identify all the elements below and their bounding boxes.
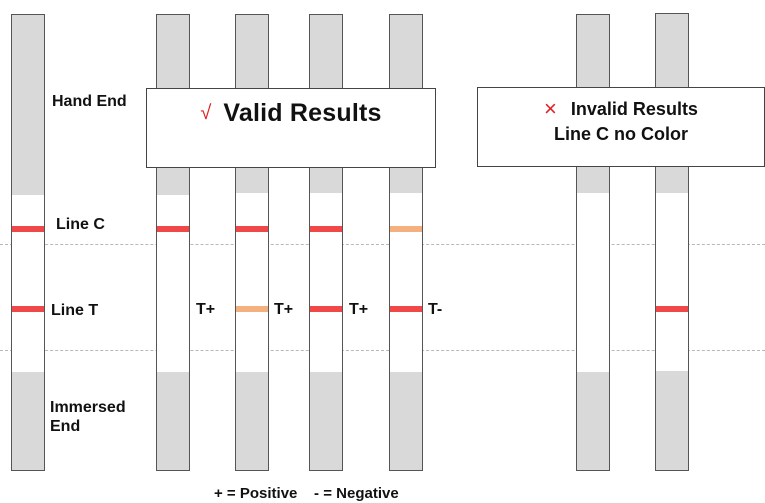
strip-valid-3-line-c — [310, 226, 342, 232]
strip-valid-2-line-t — [236, 306, 268, 312]
strip-invalid-2-window — [656, 193, 688, 371]
guide-line-c — [0, 244, 765, 245]
strip-reference-line-c — [12, 226, 44, 232]
cross-icon: × — [544, 96, 557, 121]
strip-valid-2-line-c — [236, 226, 268, 232]
legend-text: + = Positive - = Negative — [214, 485, 399, 502]
strip-valid-1-window — [157, 195, 189, 372]
strip-invalid-1-window — [577, 193, 609, 372]
result-label-3: T+ — [349, 301, 369, 318]
strip-valid-4-line-c — [390, 226, 422, 232]
line-c-label: Line C — [56, 216, 105, 233]
strip-valid-4-window — [390, 193, 422, 372]
immersed-label-line1: Immersed — [50, 399, 126, 416]
strip-invalid-2-line-t — [656, 306, 688, 312]
result-label-4: T- — [428, 301, 443, 318]
invalid-results-title: Invalid Results — [570, 99, 698, 119]
line-t-label: Line T — [51, 302, 99, 319]
check-icon: √ — [200, 102, 212, 124]
immersed-label-line2: End — [50, 418, 81, 435]
strip-valid-1-line-c — [157, 226, 189, 232]
strip-reference-window — [12, 195, 44, 372]
guide-line-t — [0, 350, 765, 351]
strip-valid-4-line-t — [390, 306, 422, 312]
valid-results-title: Valid Results — [223, 99, 382, 127]
valid-results-box: √ Valid Results — [146, 88, 436, 168]
invalid-results-box: × Invalid Results Line C no Color — [477, 87, 765, 167]
strip-reference-line-t — [12, 306, 44, 312]
strip-valid-3-line-t — [310, 306, 342, 312]
hand-end-label: Hand End — [52, 93, 127, 110]
strip-valid-3-window — [310, 193, 342, 372]
result-label-2: T+ — [274, 301, 294, 318]
result-label-1: T+ — [196, 301, 216, 318]
strip-valid-2-window — [236, 193, 268, 372]
immersed-end-label: Immersed End — [50, 398, 126, 436]
invalid-results-subtitle: Line C no Color — [554, 124, 688, 144]
